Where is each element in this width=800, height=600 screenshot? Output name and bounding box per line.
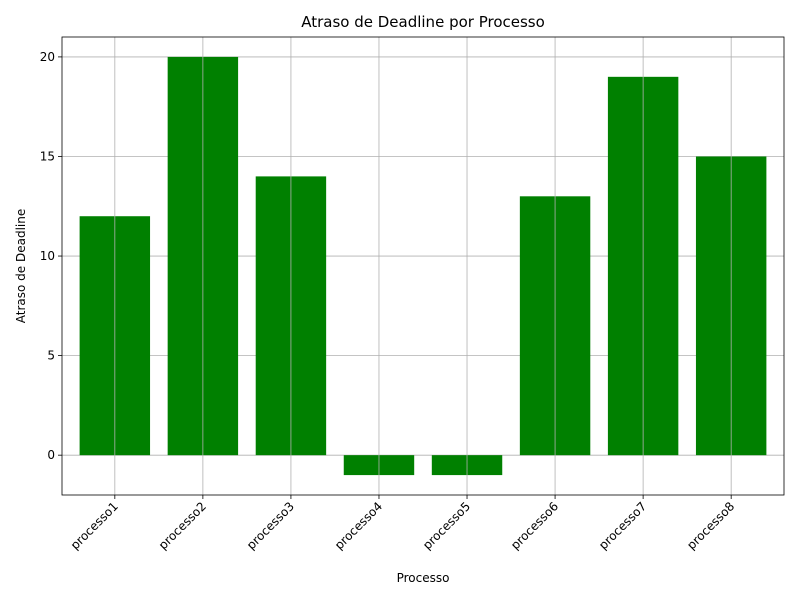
y-tick-label: 20	[40, 50, 55, 64]
x-tick-label: processo2	[156, 499, 209, 552]
x-axis-ticks: processo1 processo2 processo3 processo4 proc…	[68, 495, 737, 552]
chart-title: Atraso de Deadline por Processo	[301, 13, 545, 31]
x-tick-label: processo8	[684, 499, 737, 552]
x-axis-label: Processo	[397, 571, 450, 585]
y-tick-label: 15	[40, 149, 55, 163]
x-tick-label: processo1	[68, 499, 121, 552]
plot-frame	[61, 36, 785, 496]
x-tick-label: processo6	[508, 499, 561, 552]
y-tick-label: 5	[47, 349, 55, 363]
x-tick-label: processo4	[332, 499, 385, 552]
x-tick-label: processo3	[244, 499, 297, 552]
bars	[79, 56, 767, 476]
x-tick-label: processo5	[420, 499, 473, 552]
grid-lines-over	[114, 37, 732, 495]
y-tick-label: 10	[40, 249, 55, 263]
y-tick-label: 0	[47, 448, 55, 462]
x-tick-label: processo7	[596, 499, 649, 552]
y-axis-label: Atraso de Deadline	[14, 209, 28, 323]
y-axis-ticks: 0 5 10 15 20	[40, 50, 62, 462]
